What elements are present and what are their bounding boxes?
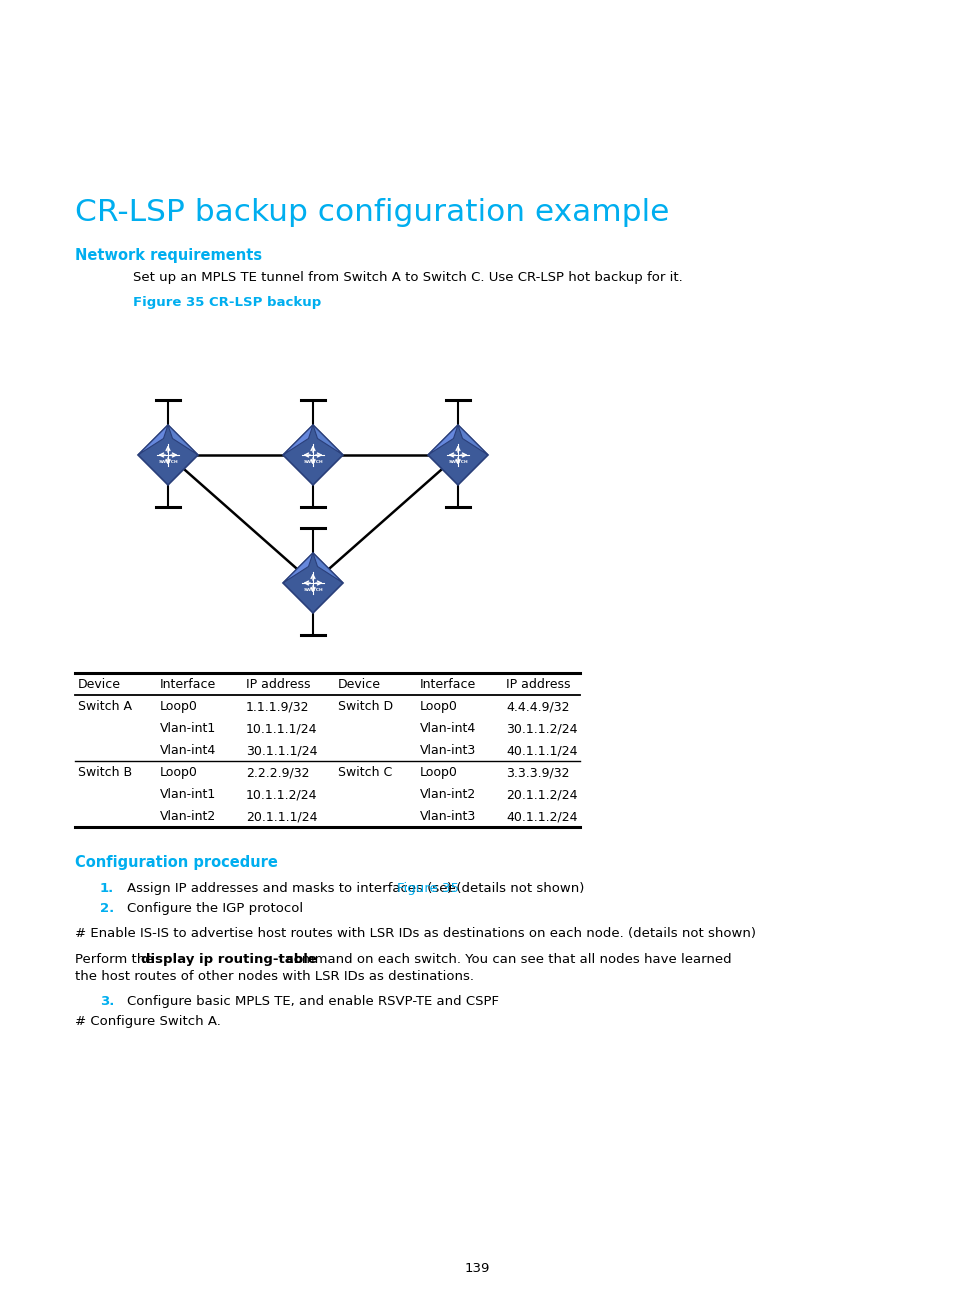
Text: Loop0: Loop0 [419, 700, 457, 713]
Text: Figure 35 CR-LSP backup: Figure 35 CR-LSP backup [132, 295, 321, 308]
Polygon shape [283, 553, 313, 583]
Polygon shape [138, 425, 198, 485]
Polygon shape [168, 425, 198, 455]
Text: Network requirements: Network requirements [75, 248, 262, 263]
Polygon shape [283, 553, 343, 613]
Text: Vlan-int3: Vlan-int3 [419, 744, 476, 757]
Text: Assign IP addresses and masks to interfaces (see: Assign IP addresses and masks to interfa… [127, 883, 459, 896]
Polygon shape [428, 425, 488, 485]
Text: IP address: IP address [505, 678, 570, 691]
Polygon shape [283, 425, 343, 485]
Text: 3.: 3. [100, 995, 114, 1008]
Text: Configure basic MPLS TE, and enable RSVP-TE and CSPF: Configure basic MPLS TE, and enable RSVP… [127, 995, 498, 1008]
Text: Configure the IGP protocol: Configure the IGP protocol [127, 902, 303, 915]
Polygon shape [428, 425, 457, 455]
Text: the host routes of other nodes with LSR IDs as destinations.: the host routes of other nodes with LSR … [75, 969, 474, 982]
Text: Interface: Interface [160, 678, 216, 691]
Text: Switch D: Switch D [337, 700, 393, 713]
Text: SWITCH: SWITCH [158, 460, 177, 464]
Text: Interface: Interface [419, 678, 476, 691]
Text: Vlan-int4: Vlan-int4 [160, 744, 216, 757]
Text: 10.1.1.2/24: 10.1.1.2/24 [246, 788, 317, 801]
Text: # Configure Switch A.: # Configure Switch A. [75, 1015, 221, 1028]
Text: ) (details not shown): ) (details not shown) [446, 883, 583, 896]
Polygon shape [283, 425, 313, 455]
Text: 20.1.1.1/24: 20.1.1.1/24 [246, 810, 317, 823]
Text: Device: Device [78, 678, 121, 691]
Text: # Enable IS-IS to advertise host routes with LSR IDs as destinations on each nod: # Enable IS-IS to advertise host routes … [75, 927, 755, 940]
Text: Perform the: Perform the [75, 953, 157, 966]
Text: command on each switch. You can see that all nodes have learned: command on each switch. You can see that… [282, 953, 731, 966]
Text: 3.3.3.9/32: 3.3.3.9/32 [505, 766, 569, 779]
Text: Switch A: Switch A [78, 700, 132, 713]
Text: Switch B: Switch B [78, 766, 132, 779]
Text: 30.1.1.2/24: 30.1.1.2/24 [505, 722, 577, 735]
Polygon shape [313, 425, 343, 455]
Text: Vlan-int1: Vlan-int1 [160, 722, 216, 735]
Text: SWITCH: SWITCH [448, 460, 467, 464]
Text: 1.1.1.9/32: 1.1.1.9/32 [246, 700, 309, 713]
Text: 40.1.1.1/24: 40.1.1.1/24 [505, 744, 577, 757]
Text: Loop0: Loop0 [419, 766, 457, 779]
Text: IP address: IP address [246, 678, 310, 691]
Text: Switch C: Switch C [337, 766, 392, 779]
Text: 2.: 2. [100, 902, 114, 915]
Text: 139: 139 [464, 1262, 489, 1275]
Text: Vlan-int3: Vlan-int3 [419, 810, 476, 823]
Text: SWITCH: SWITCH [303, 460, 322, 464]
Text: Vlan-int4: Vlan-int4 [419, 722, 476, 735]
Text: Vlan-int2: Vlan-int2 [419, 788, 476, 801]
Text: Device: Device [337, 678, 380, 691]
Text: Loop0: Loop0 [160, 766, 197, 779]
Text: 10.1.1.1/24: 10.1.1.1/24 [246, 722, 317, 735]
Text: Figure 35: Figure 35 [396, 883, 458, 896]
Text: Vlan-int1: Vlan-int1 [160, 788, 216, 801]
Polygon shape [457, 425, 488, 455]
Text: display ip routing-table: display ip routing-table [141, 953, 316, 966]
Text: Loop0: Loop0 [160, 700, 197, 713]
Text: 2.2.2.9/32: 2.2.2.9/32 [246, 766, 309, 779]
Text: 20.1.1.2/24: 20.1.1.2/24 [505, 788, 577, 801]
Text: 4.4.4.9/32: 4.4.4.9/32 [505, 700, 569, 713]
Text: 40.1.1.2/24: 40.1.1.2/24 [505, 810, 577, 823]
Text: SWITCH: SWITCH [303, 587, 322, 591]
Text: 1.: 1. [100, 883, 114, 896]
Text: CR-LSP backup configuration example: CR-LSP backup configuration example [75, 198, 669, 227]
Text: Vlan-int2: Vlan-int2 [160, 810, 216, 823]
Text: Configuration procedure: Configuration procedure [75, 855, 277, 870]
Polygon shape [138, 425, 168, 455]
Text: 30.1.1.1/24: 30.1.1.1/24 [246, 744, 317, 757]
Text: Set up an MPLS TE tunnel from Switch A to Switch C. Use CR-LSP hot backup for it: Set up an MPLS TE tunnel from Switch A t… [132, 271, 682, 284]
Polygon shape [313, 553, 343, 583]
